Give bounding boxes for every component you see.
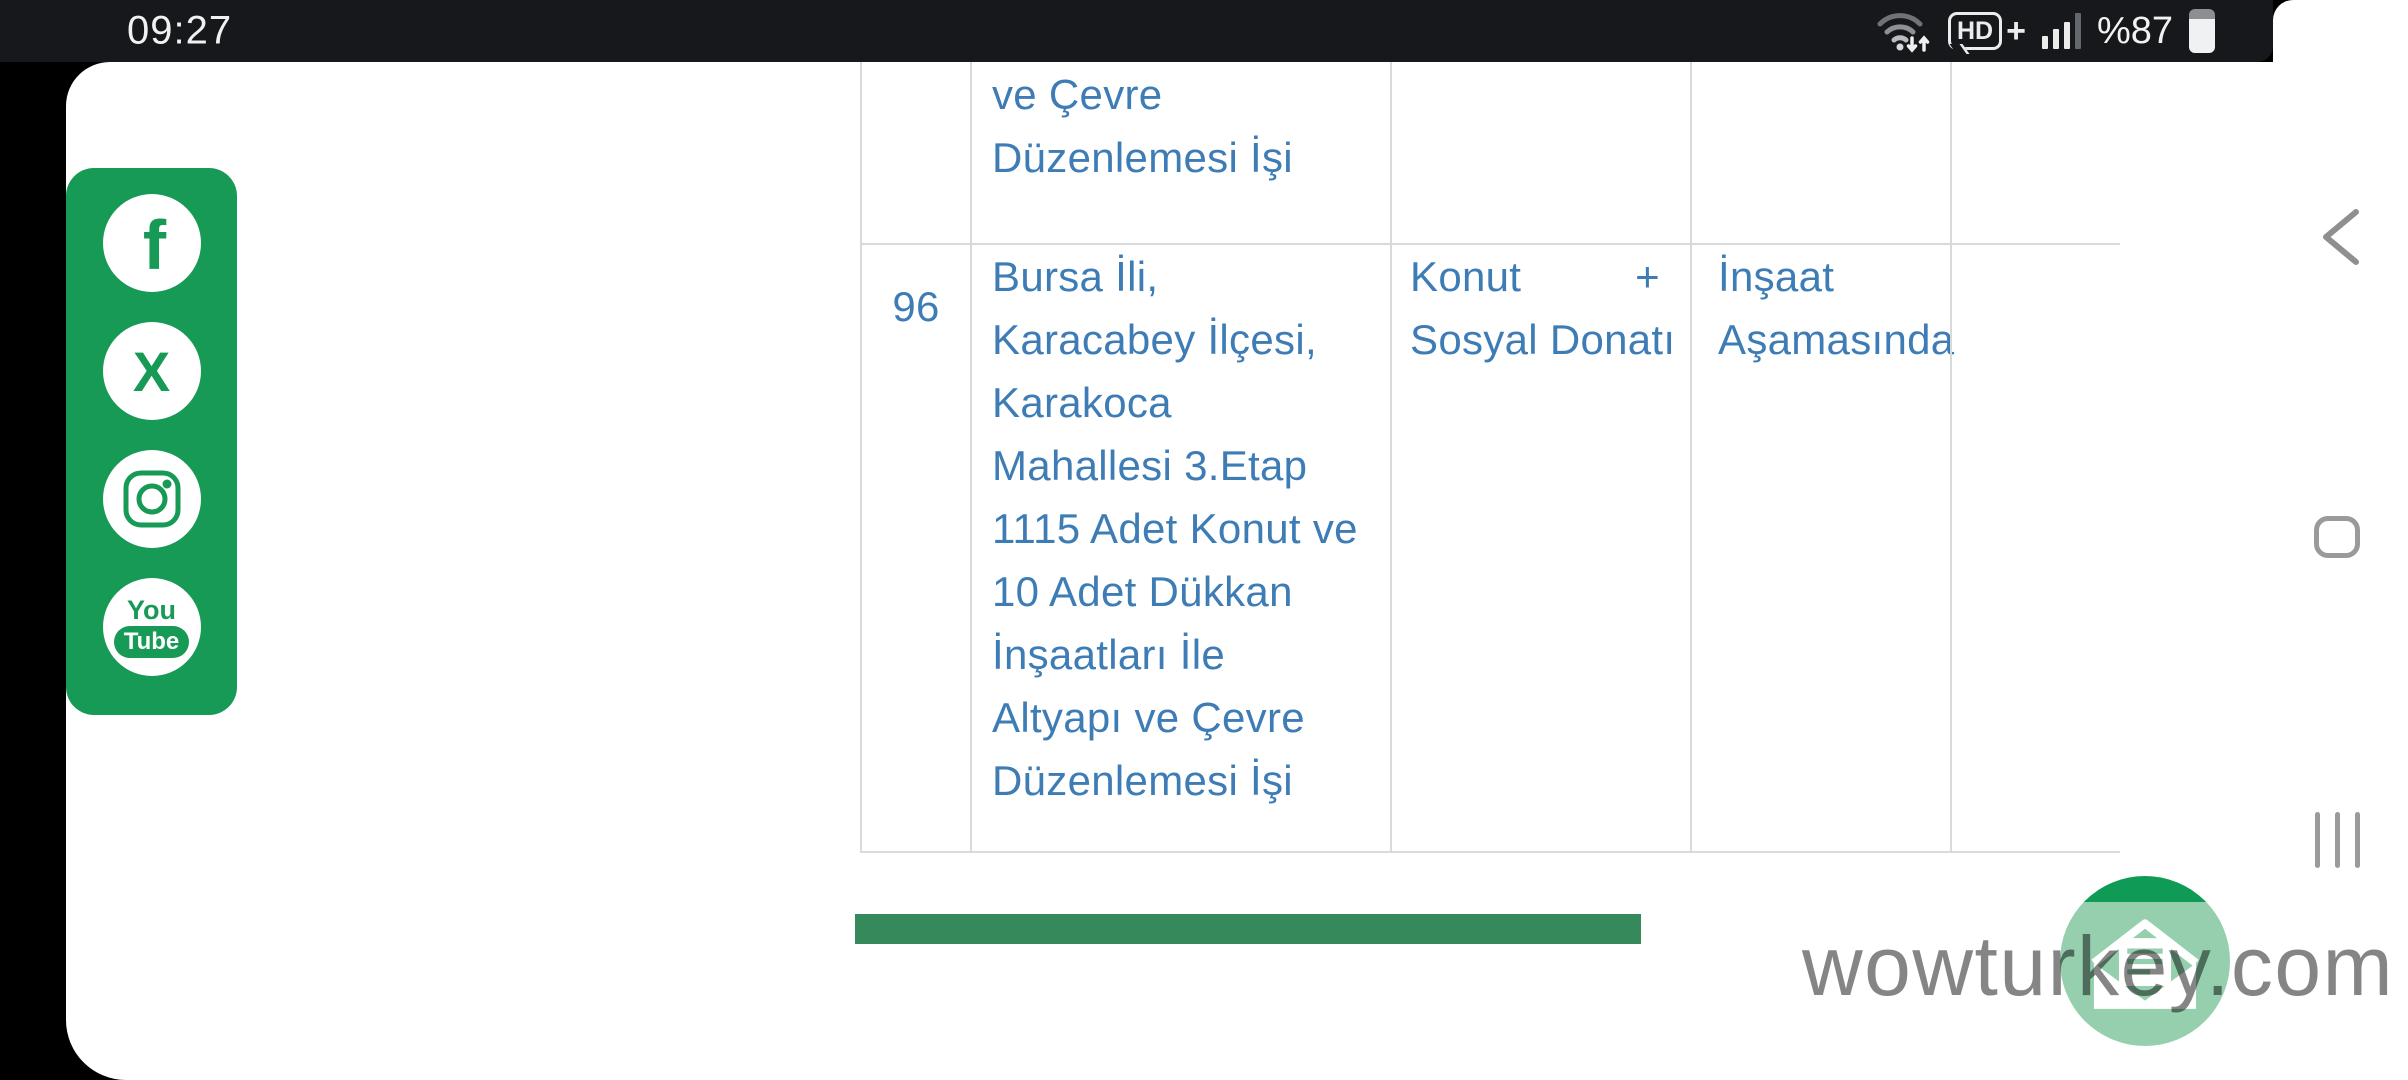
status-line: Aşamasında [1718,316,1955,363]
status-bar: 09:27 HD + %87 [0,0,2273,62]
green-progress-bar [855,914,1641,944]
youtube-icon[interactable]: You Tube [102,578,201,676]
table-row-empty-cell [1950,0,2120,245]
table-row-status-link[interactable]: İnşaat Aşamasında [1690,245,1955,853]
table-row-type-link[interactable]: Konut + Sosyal Donatı [1390,245,1690,853]
nav-strip-top [2273,0,2408,70]
description-line: Bursa İli, [992,253,1159,300]
x-twitter-icon[interactable]: X [102,322,201,420]
description-line: Altyapı ve Çevre [992,694,1305,741]
type-plus: + [1635,253,1660,300]
status-icons: HD + %87 [1876,0,2215,62]
hd-badge: HD [1947,12,2003,50]
instagram-icon[interactable] [102,450,201,548]
x-glyph: X [132,339,171,403]
table-row-number-cell: 96 [860,245,970,853]
battery-percent: %87 [2096,9,2173,52]
recents-button[interactable] [2315,812,2360,868]
back-button[interactable] [2318,208,2362,266]
hd-plus-sign: + [2006,11,2026,50]
table-row-type-cell [1390,0,1690,245]
description-line: Karacabey İlçesi, [992,316,1317,363]
description-line: 1115 Adet Konut ve [992,505,1358,552]
table-row-description-link[interactable]: Bursa İli, Karacabey İlçesi, Karakoca Ma… [970,245,1390,853]
clock: 09:27 [127,8,233,53]
description-line: Düzenlemesi İşi [992,134,1293,181]
battery-icon [2189,9,2215,53]
description-line: Mahallesi 3.Etap [992,442,1308,489]
watermark-text: wowturkey.com [1802,919,2395,1013]
youtube-glyph: You Tube [113,594,190,658]
type-word: Konut [1410,253,1522,300]
description-line: 10 Adet Dükkan [992,568,1293,615]
projects-table: İnşaatı ile Altyapı ve Çevre Düzenlemesi… [860,0,2120,853]
description-line: İnşaatları İle [992,631,1225,678]
table-row-empty-cell [1950,245,2120,853]
facebook-icon[interactable]: f [102,194,201,292]
description-line: Karakoca [992,379,1172,426]
social-sidebar: f X You Tube [66,168,237,715]
youtube-you-label: You [126,594,176,625]
home-button[interactable] [2314,516,2360,558]
hd-plus-icon: HD + [1947,11,2026,51]
wifi-icon [1877,13,1930,53]
table-row-number-cell [860,0,970,245]
description-line: ve Çevre [992,71,1163,118]
youtube-tube-label: Tube [113,625,190,658]
wowturkey-logo [2060,876,2230,1046]
type-line: Sosyal Donatı [1410,316,1676,363]
app-content-area [66,62,2408,1080]
signal-bars-icon [2041,13,2081,49]
facebook-glyph: f [142,206,167,284]
table-row-status-cell [1690,0,1950,245]
status-line: İnşaat [1718,253,1835,300]
open-envelope-icon [2091,919,2199,1009]
type-line: Konut + [1410,245,1660,308]
instagram-glyph [123,470,180,528]
description-line: Düzenlemesi İşi [992,757,1293,804]
